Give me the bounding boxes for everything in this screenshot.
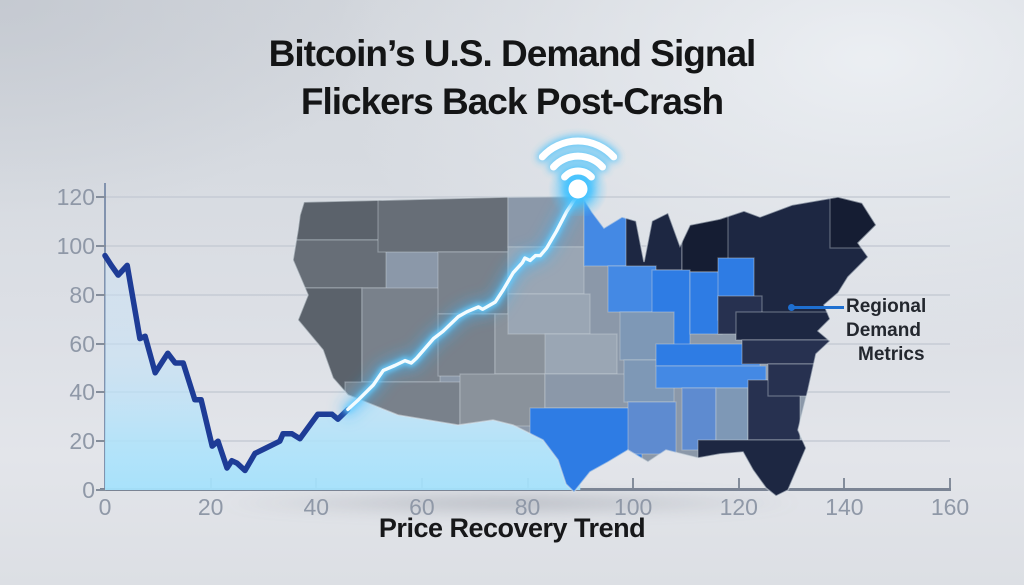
recovery-line-core (346, 190, 582, 412)
chart-title: Bitcoin’s U.S. Demand Signal Flickers Ba… (0, 30, 1024, 126)
annotation-connector-dot (788, 304, 795, 311)
annotation-label: Regional Demand Metrics (846, 295, 996, 367)
y-tick-label: 60 (69, 330, 95, 357)
x-tick-label: 160 (930, 494, 970, 520)
y-tick (96, 489, 106, 491)
y-tick (96, 440, 106, 443)
map-region-louisiana (627, 401, 677, 455)
map-region-kansas (544, 333, 618, 375)
y-tick (96, 391, 106, 394)
y-tick-label: 80 (69, 281, 95, 308)
map-floor-shadow (90, 486, 930, 520)
y-tick (96, 196, 106, 198)
x-tick-label: 120 (719, 494, 758, 520)
annotation-line1: Regional Demand (846, 296, 927, 341)
map-region-oregon (293, 239, 387, 289)
annotation-line2: Metrics (858, 344, 925, 365)
y-tick-label: 40 (69, 379, 95, 406)
x-tick (949, 478, 951, 488)
y-tick-label: 0 (82, 477, 95, 503)
x-tick-label: 0 (98, 494, 112, 520)
y-tick (96, 293, 106, 296)
map-region-idaho-montana (377, 196, 509, 253)
us-map (292, 195, 877, 497)
map-outline (292, 195, 877, 497)
y-tick-label: 20 (69, 428, 95, 455)
decline-line (102, 252, 351, 474)
y-tick (96, 342, 106, 345)
x-tick-label: 100 (613, 494, 653, 520)
x-tick-label: 20 (197, 494, 224, 520)
map-region-nebraska (507, 293, 591, 335)
x-tick-label: 40 (303, 494, 330, 520)
chart-title-line2: Flickers Back Post-Crash (300, 81, 724, 122)
x-tick (737, 478, 740, 488)
x-tick-label: 140 (825, 494, 864, 520)
map-region-south-carolina (767, 363, 815, 397)
x-axis-title: Price Recovery Trend (378, 513, 646, 543)
y-tick-label: 120 (56, 184, 95, 210)
x-tick-label: 80 (514, 494, 541, 520)
x-tick-label: 60 (409, 494, 435, 520)
y-tick (96, 244, 106, 247)
y-tick-label: 100 (56, 232, 95, 259)
x-tick (843, 478, 846, 488)
recovery-line-glow-mid (343, 188, 585, 414)
map-region-iowa (607, 265, 657, 313)
annotation-connector-line (792, 306, 844, 309)
chart-title-line1: Bitcoin’s U.S. Demand Signal (268, 33, 757, 74)
wifi-icon (537, 135, 619, 216)
x-tick (632, 478, 635, 488)
map-region-indiana (689, 271, 723, 335)
